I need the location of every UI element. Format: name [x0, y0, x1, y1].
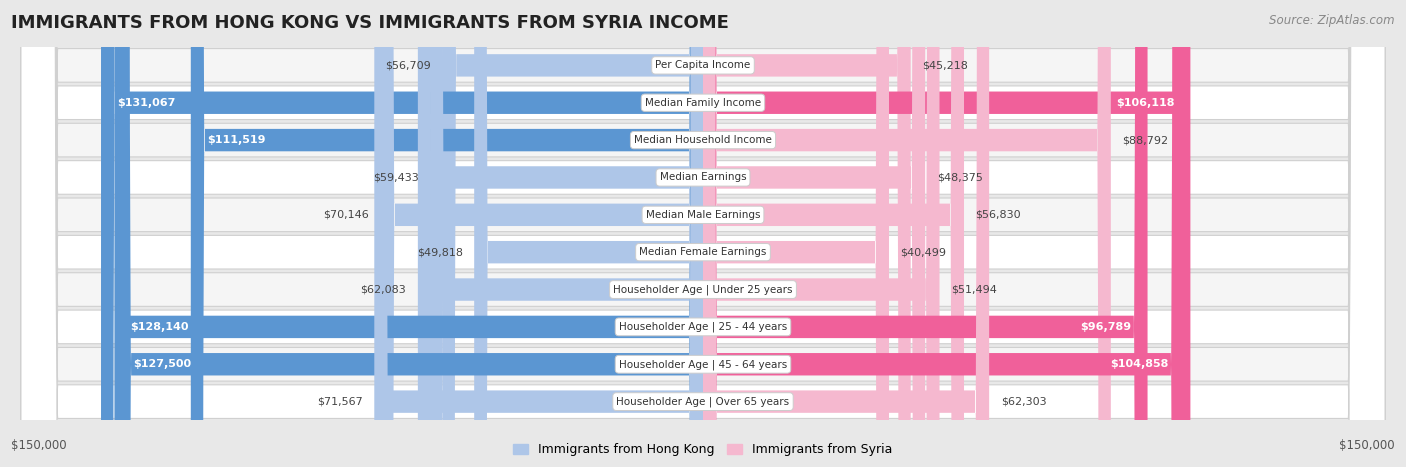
Text: $104,858: $104,858 [1111, 359, 1168, 369]
Text: Householder Age | 45 - 64 years: Householder Age | 45 - 64 years [619, 359, 787, 369]
Text: $127,500: $127,500 [134, 359, 191, 369]
FancyBboxPatch shape [703, 0, 965, 467]
Text: Per Capita Income: Per Capita Income [655, 60, 751, 71]
FancyBboxPatch shape [418, 0, 703, 467]
FancyBboxPatch shape [101, 0, 703, 467]
FancyBboxPatch shape [191, 0, 703, 467]
Text: Median Female Earnings: Median Female Earnings [640, 247, 766, 257]
Text: Median Family Income: Median Family Income [645, 98, 761, 108]
FancyBboxPatch shape [114, 0, 703, 467]
FancyBboxPatch shape [21, 0, 1385, 467]
FancyBboxPatch shape [374, 0, 703, 467]
Text: Median Household Income: Median Household Income [634, 135, 772, 145]
FancyBboxPatch shape [703, 0, 990, 467]
Text: $48,375: $48,375 [936, 172, 983, 183]
Text: $59,433: $59,433 [373, 172, 419, 183]
FancyBboxPatch shape [117, 0, 703, 467]
Text: $128,140: $128,140 [131, 322, 188, 332]
FancyBboxPatch shape [703, 0, 1147, 467]
FancyBboxPatch shape [703, 0, 1111, 467]
FancyBboxPatch shape [703, 0, 1185, 467]
FancyBboxPatch shape [21, 0, 1385, 467]
FancyBboxPatch shape [21, 0, 1385, 467]
FancyBboxPatch shape [381, 0, 703, 467]
Text: $111,519: $111,519 [207, 135, 266, 145]
Text: $56,709: $56,709 [385, 60, 432, 71]
FancyBboxPatch shape [474, 0, 703, 467]
Text: $56,830: $56,830 [976, 210, 1021, 220]
Text: $88,792: $88,792 [1122, 135, 1168, 145]
Text: $150,000: $150,000 [11, 439, 67, 453]
Text: $131,067: $131,067 [117, 98, 176, 108]
FancyBboxPatch shape [21, 0, 1385, 467]
FancyBboxPatch shape [703, 0, 1191, 467]
FancyBboxPatch shape [430, 0, 703, 467]
FancyBboxPatch shape [703, 0, 925, 467]
Text: IMMIGRANTS FROM HONG KONG VS IMMIGRANTS FROM SYRIA INCOME: IMMIGRANTS FROM HONG KONG VS IMMIGRANTS … [11, 14, 730, 32]
FancyBboxPatch shape [21, 0, 1385, 467]
Text: Median Male Earnings: Median Male Earnings [645, 210, 761, 220]
Text: Source: ZipAtlas.com: Source: ZipAtlas.com [1270, 14, 1395, 27]
Text: $45,218: $45,218 [922, 60, 969, 71]
FancyBboxPatch shape [21, 0, 1385, 467]
Text: Householder Age | Under 25 years: Householder Age | Under 25 years [613, 284, 793, 295]
FancyBboxPatch shape [21, 0, 1385, 467]
FancyBboxPatch shape [21, 0, 1385, 467]
Text: $70,146: $70,146 [323, 210, 370, 220]
FancyBboxPatch shape [703, 0, 939, 467]
Text: Householder Age | 25 - 44 years: Householder Age | 25 - 44 years [619, 322, 787, 332]
FancyBboxPatch shape [21, 0, 1385, 467]
Text: $51,494: $51,494 [950, 284, 997, 295]
Text: $150,000: $150,000 [1339, 439, 1395, 453]
Legend: Immigrants from Hong Kong, Immigrants from Syria: Immigrants from Hong Kong, Immigrants fr… [513, 443, 893, 456]
FancyBboxPatch shape [443, 0, 703, 467]
FancyBboxPatch shape [703, 0, 911, 467]
FancyBboxPatch shape [21, 0, 1385, 467]
Text: Householder Age | Over 65 years: Householder Age | Over 65 years [616, 396, 790, 407]
Text: $62,303: $62,303 [1001, 396, 1046, 407]
Text: $62,083: $62,083 [360, 284, 406, 295]
Text: $49,818: $49,818 [416, 247, 463, 257]
Text: Median Earnings: Median Earnings [659, 172, 747, 183]
Text: $96,789: $96,789 [1080, 322, 1132, 332]
FancyBboxPatch shape [703, 0, 889, 467]
Text: $40,499: $40,499 [900, 247, 946, 257]
Text: $71,567: $71,567 [318, 396, 363, 407]
Text: $106,118: $106,118 [1116, 98, 1174, 108]
